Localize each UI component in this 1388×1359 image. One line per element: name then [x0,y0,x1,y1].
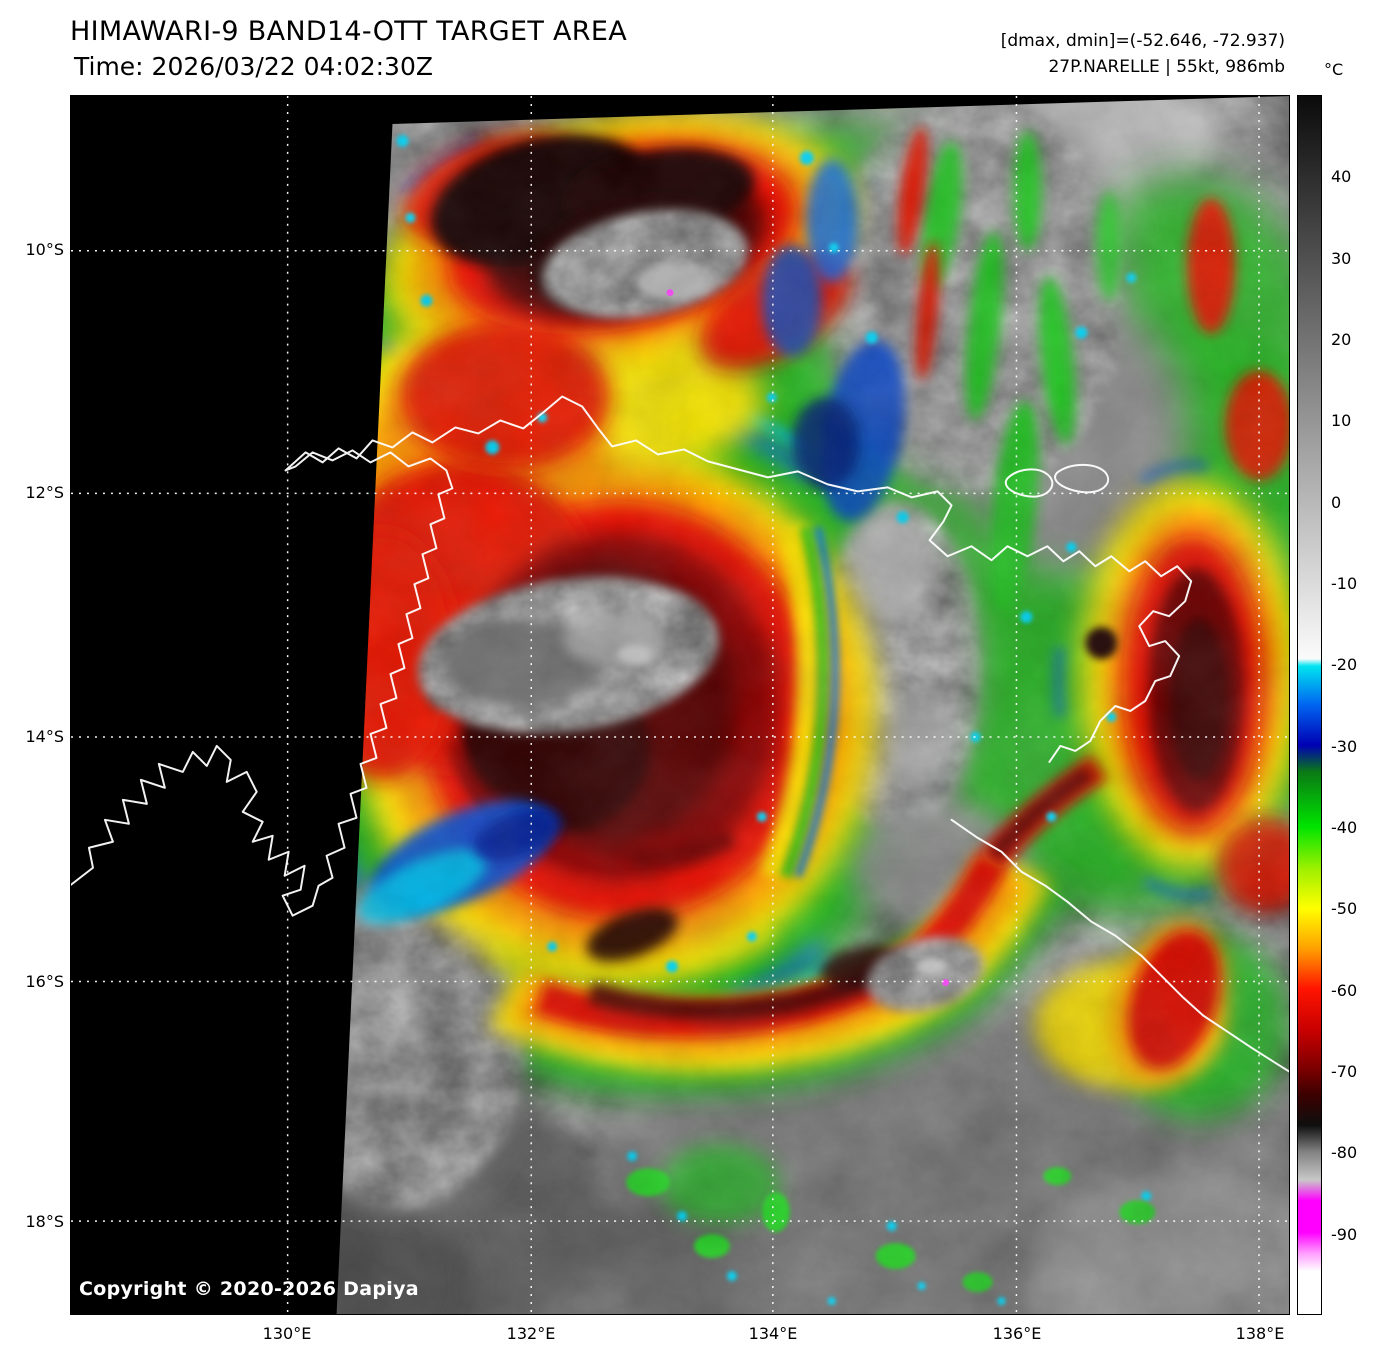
image-time: Time: 2026/03/22 04:02:30Z [74,52,433,81]
colorbar-tick: -90 [1331,1225,1358,1244]
colorbar-tick: -80 [1331,1143,1358,1162]
colorbar-tick: -60 [1331,981,1358,1000]
colorbar-tick: 40 [1331,167,1352,186]
lon-label-134e: 134°E [748,1324,798,1343]
lat-label-16s: 16°S [25,972,64,991]
coastline [71,395,1289,1073]
colorbar-tick: 20 [1331,330,1352,349]
lon-label-132e: 132°E [506,1324,556,1343]
dmax-dmin-readout: [dmax, dmin]=(-52.646, -72.937) [1000,31,1285,51]
satellite-image [71,96,1289,1314]
gridlines [71,96,1289,1314]
colorbar-tick: 10 [1331,411,1352,430]
colorbar-tick: -40 [1331,818,1358,837]
imagery-swath [336,96,1289,1314]
colorbar-tick: -30 [1331,737,1358,756]
colorbar-tick: -70 [1331,1062,1358,1081]
colorbar-unit: °C [1324,60,1344,79]
lat-label-18s: 18°S [25,1212,64,1231]
colorbar-tick: -20 [1331,655,1358,674]
lat-label-10s: 10°S [25,240,64,259]
colorbar-tick: 0 [1331,493,1342,512]
storm-info: 27P.NARELLE | 55kt, 986mb [1048,57,1285,77]
lat-label-14s: 14°S [25,727,64,746]
lon-label-138e: 138°E [1235,1324,1285,1343]
map-area: Copyright © 2020-2026 Dapiya [70,95,1290,1315]
header-meta: [dmax, dmin]=(-52.646, -72.937) 27P.NARE… [1001,28,1285,80]
colorbar-tick: -10 [1331,574,1358,593]
colorbar-tick: 30 [1331,249,1352,268]
lon-label-136e: 136°E [992,1324,1042,1343]
colorbar-gradient [1297,95,1322,1315]
colorbar-tick: -50 [1331,899,1358,918]
copyright-text: Copyright © 2020-2026 Dapiya [79,1278,419,1300]
lon-label-130e: 130°E [262,1324,312,1343]
lat-label-12s: 12°S [25,483,64,502]
page-title: HIMAWARI-9 BAND14-OTT TARGET AREA [70,16,627,47]
